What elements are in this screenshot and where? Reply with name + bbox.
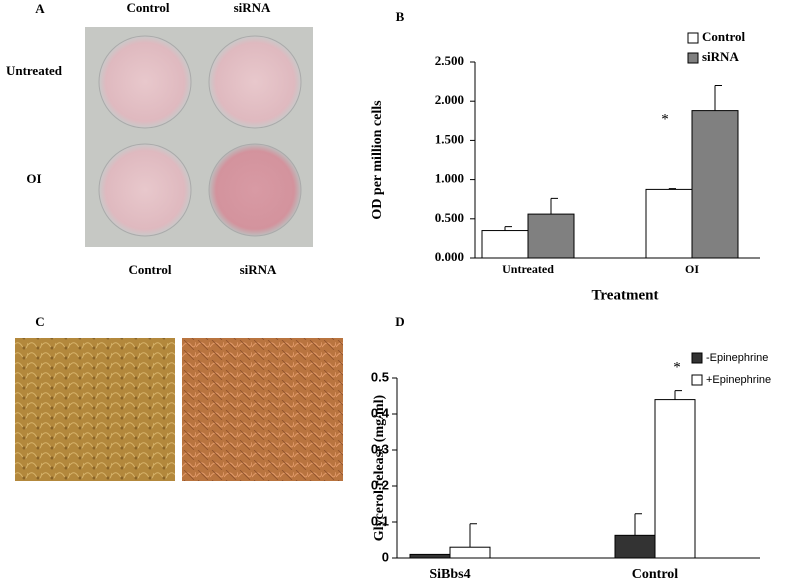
bar <box>527 213 575 259</box>
dish <box>98 35 192 129</box>
error-bar <box>634 513 642 536</box>
legend-label: -Epinephrine <box>706 352 768 364</box>
bar <box>654 399 696 559</box>
error-bar <box>469 523 477 548</box>
y-tick-label: 1.000 <box>435 171 464 186</box>
y-tick-label: 2.500 <box>435 53 464 68</box>
legend-label: +Epinephrine <box>706 374 771 386</box>
x-tick-label: Control <box>632 567 679 582</box>
legend-swatch <box>687 32 699 44</box>
x-tick-label: Untreated <box>502 262 554 276</box>
bar <box>481 230 529 259</box>
y-axis-label: Glycerol release (mg/ml) <box>372 394 387 541</box>
dish <box>98 143 192 237</box>
row-label: OI <box>26 171 41 186</box>
row-label: Untreated <box>6 63 63 78</box>
error-bar <box>674 390 682 400</box>
y-tick-label: 1.500 <box>435 131 464 146</box>
column-label: siRNA <box>240 262 277 277</box>
bar <box>614 534 656 559</box>
x-tick-label: OI <box>685 262 699 276</box>
x-axis-label: Treatment <box>592 287 659 303</box>
column-label: siRNA <box>234 0 271 15</box>
bar <box>409 553 451 559</box>
panel-label: C <box>35 314 44 329</box>
panel-label: D <box>395 314 404 329</box>
y-tick-label: 0.2 <box>371 477 389 492</box>
micrograph <box>15 338 175 481</box>
legend-swatch <box>687 52 699 64</box>
bar <box>449 546 491 559</box>
annotation: * <box>661 111 669 127</box>
column-label: Control <box>128 262 171 277</box>
dish <box>208 35 302 129</box>
column-label: Control <box>126 0 169 15</box>
y-tick-label: 2.000 <box>435 92 464 107</box>
error-bar <box>668 188 676 190</box>
error-bar <box>504 226 512 231</box>
panel-label: A <box>35 1 45 16</box>
legend-swatch <box>691 352 703 364</box>
error-bar <box>550 197 558 215</box>
bar <box>645 188 693 259</box>
legend-swatch <box>691 374 703 386</box>
panel-label: B <box>396 9 405 24</box>
y-tick-label: 0.1 <box>371 513 389 528</box>
legend-label: Control <box>702 29 745 44</box>
y-tick-label: 0.4 <box>371 405 390 420</box>
x-tick-label: SiBbs4 <box>429 567 470 582</box>
micrograph <box>182 338 343 481</box>
y-tick-label: 0 <box>382 549 389 564</box>
y-tick-label: 0.500 <box>435 210 464 225</box>
legend-label: siRNA <box>702 49 739 64</box>
y-axis-label: OD per million cells <box>370 100 385 220</box>
y-tick-label: 0.000 <box>435 249 464 264</box>
dish <box>208 143 302 237</box>
y-tick-label: 0.5 <box>371 369 389 384</box>
error-bar <box>714 85 722 111</box>
y-tick-label: 0.3 <box>371 441 389 456</box>
bar <box>691 110 739 259</box>
annotation: * <box>673 359 681 375</box>
